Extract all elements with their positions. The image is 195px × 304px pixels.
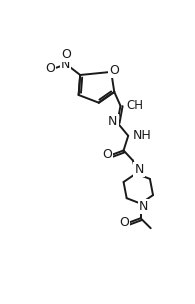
Text: O: O	[45, 62, 55, 75]
Text: CH: CH	[126, 98, 143, 112]
Text: N: N	[134, 163, 144, 176]
Text: O: O	[109, 64, 119, 77]
Text: NH: NH	[133, 129, 152, 142]
Text: N: N	[61, 58, 70, 71]
Text: N: N	[108, 116, 117, 129]
Text: N: N	[139, 200, 148, 213]
Text: O: O	[61, 48, 71, 61]
Text: O: O	[119, 216, 129, 229]
Text: O: O	[102, 148, 112, 161]
